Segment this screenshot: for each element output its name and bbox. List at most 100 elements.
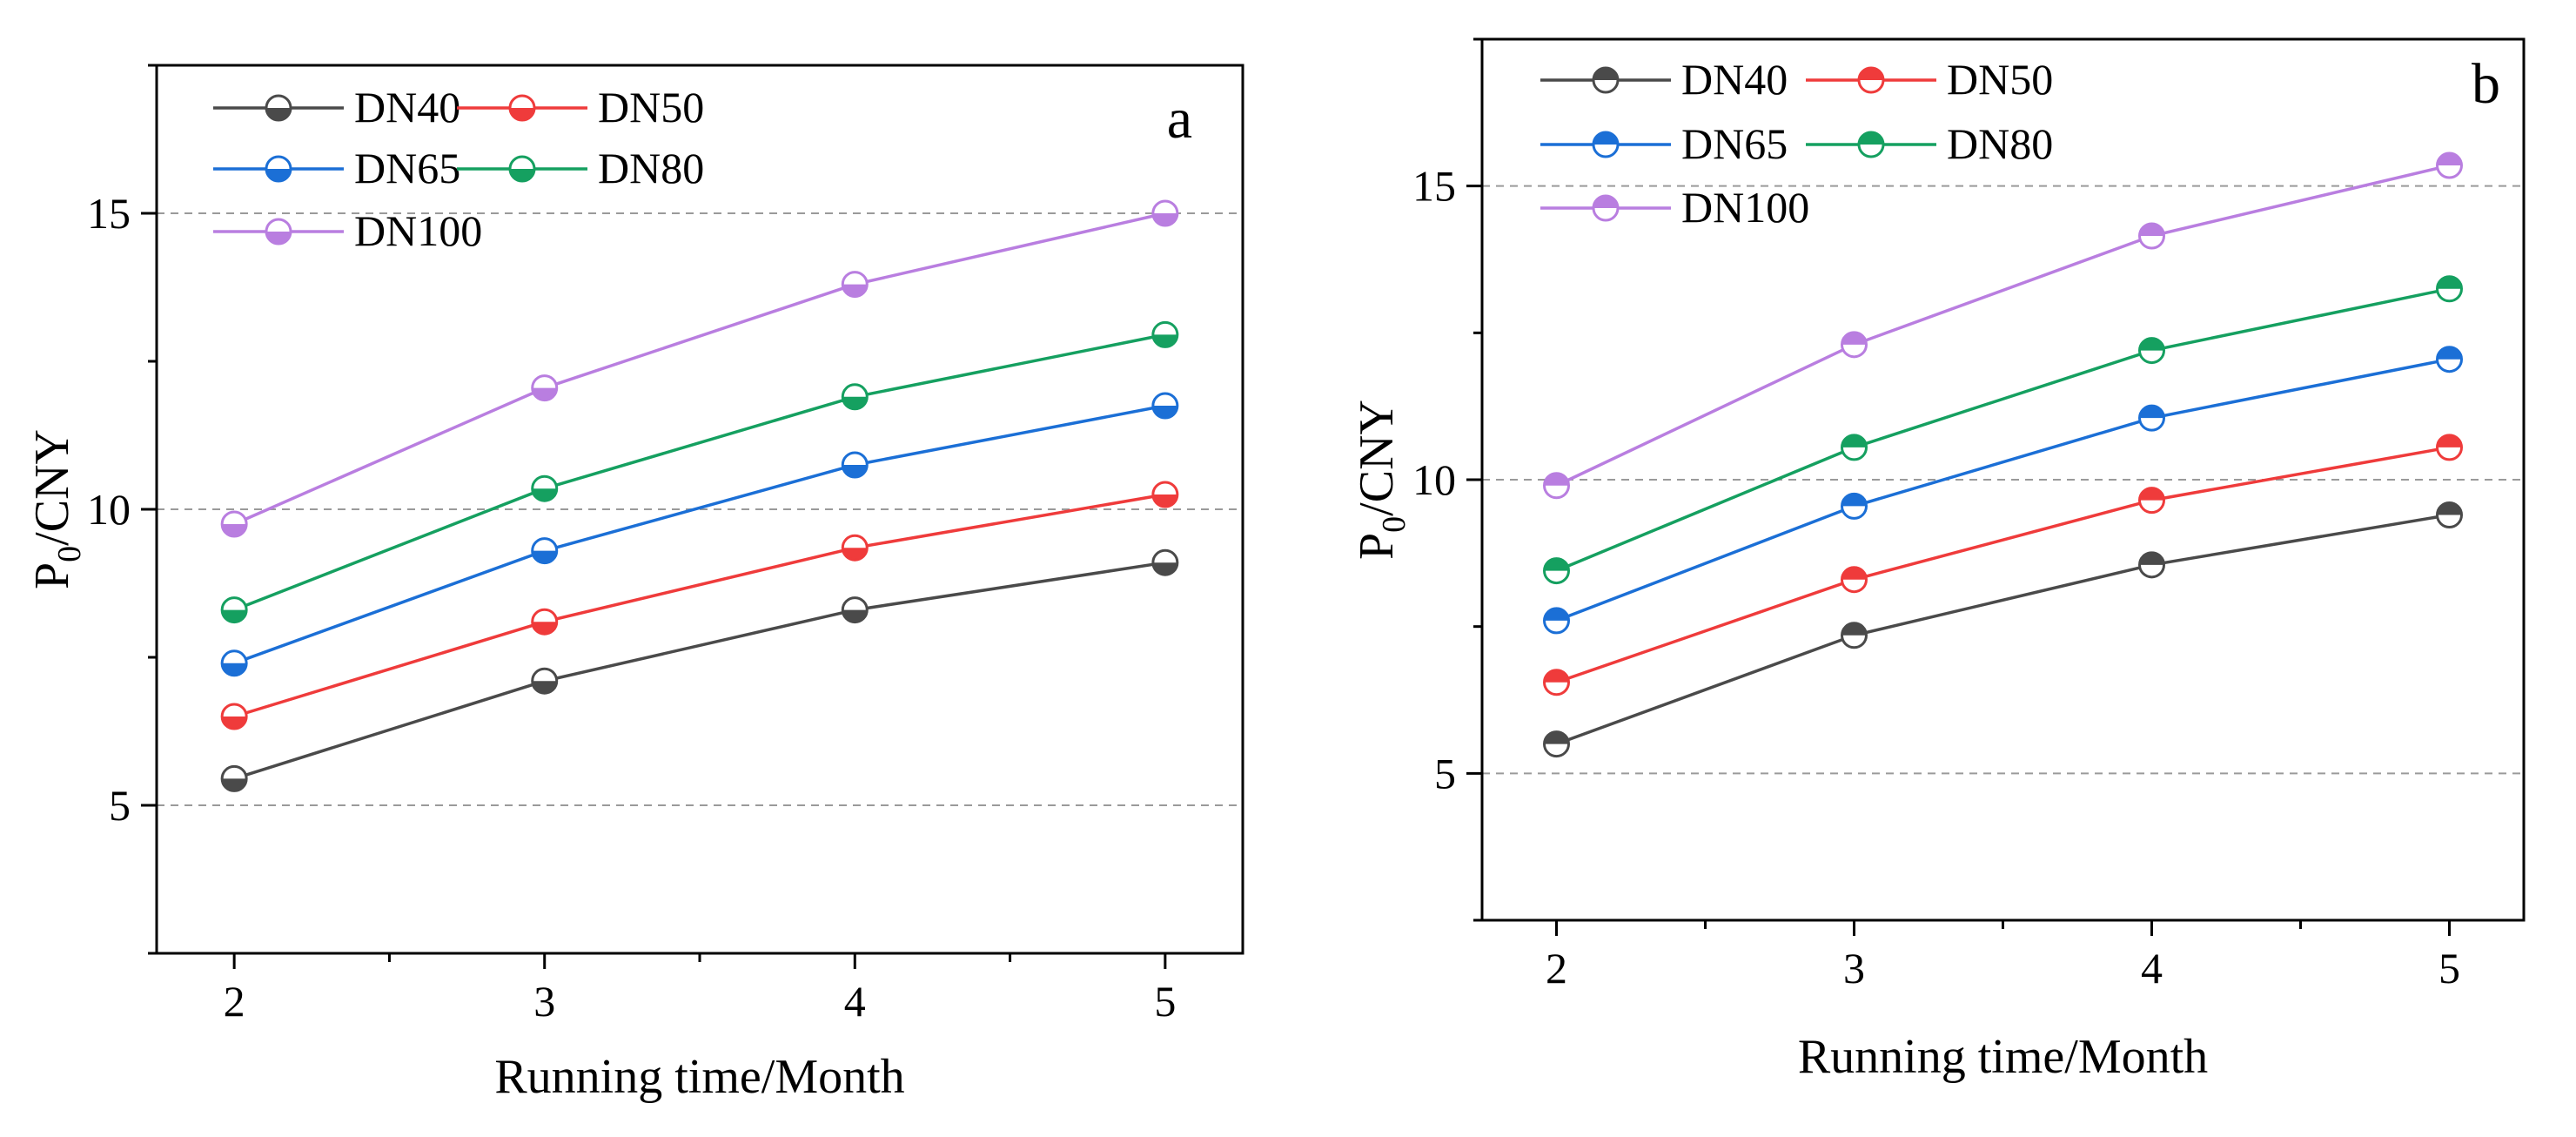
data-point-DN100	[1151, 199, 1179, 227]
legend-marker	[1592, 66, 1620, 94]
marker-outline	[1543, 730, 1570, 758]
marker-outline	[2436, 346, 2463, 373]
data-point-DN65	[2138, 404, 2165, 432]
legend-marker	[265, 94, 292, 122]
marker-outline	[220, 596, 248, 624]
legend-entry-DN40: DN40	[213, 83, 460, 131]
marker-outline	[841, 534, 869, 562]
x-tick-label: 4	[844, 977, 866, 1026]
data-point-DN80	[531, 474, 559, 502]
marker-outline	[1151, 320, 1179, 348]
marker-outline	[1543, 607, 1570, 635]
marker-outline	[2436, 434, 2463, 461]
legend-label: DN40	[1681, 55, 1788, 104]
data-point-DN80	[1151, 320, 1179, 348]
data-point-DN65	[531, 537, 559, 565]
marker-outline	[531, 537, 559, 565]
legend-marker	[508, 155, 536, 183]
chart-panel-a: 2 3 4 5 5 10 15 Running time/Month P0/CNY DN40 DN5…	[25, 64, 1244, 1104]
marker-outline	[1592, 131, 1620, 158]
series-DN65	[1543, 346, 2463, 635]
marker-outline	[2138, 404, 2165, 432]
data-point-DN50	[1841, 566, 1868, 594]
marker-outline	[508, 155, 536, 183]
series-line-DN50	[1555, 446, 2450, 684]
data-point-DN80	[220, 596, 248, 624]
data-point-DN40	[1543, 730, 1570, 758]
x-tick-label: 5	[2438, 944, 2460, 992]
data-point-DN65	[1543, 607, 1570, 635]
marker-outline	[1151, 548, 1179, 576]
marker-outline	[1592, 194, 1620, 222]
legend-label: DN65	[354, 144, 460, 192]
marker-outline	[265, 155, 292, 183]
legend-label: DN50	[598, 83, 704, 131]
data-point-DN100	[1543, 472, 1570, 500]
x-axis-title: Running time/Month	[494, 1050, 904, 1104]
y-axis-title-sub: 0	[51, 546, 88, 562]
x-axis-title: Running time/Month	[1798, 1030, 2208, 1084]
x-tick-label: 4	[2141, 944, 2163, 992]
data-point-DN40	[1151, 548, 1179, 576]
x-tick-label: 2	[224, 977, 245, 1026]
marker-outline	[1841, 566, 1868, 594]
series-line-DN40	[1555, 513, 2450, 746]
legend-marker	[1592, 131, 1620, 158]
legend-entry-DN65: DN65	[1540, 119, 1788, 168]
legend-label: DN65	[1681, 119, 1788, 168]
legend-entry-DN80: DN80	[457, 144, 704, 192]
legend-entry-DN100: DN100	[1540, 183, 1809, 232]
y-tick-label: 10	[87, 485, 131, 534]
data-point-DN100	[841, 271, 869, 299]
data-point-DN50	[841, 534, 869, 562]
legend-label: DN100	[1681, 183, 1809, 232]
data-point-DN80	[1841, 434, 1868, 461]
y-tick-label: 15	[1412, 162, 1456, 211]
series-DN50	[220, 481, 1179, 730]
series-DN80	[220, 320, 1179, 624]
marker-outline	[1543, 472, 1570, 500]
legend-entry-DN40: DN40	[1540, 55, 1788, 104]
legend-label: DN40	[354, 83, 460, 131]
marker-outline	[841, 451, 869, 479]
data-point-DN100	[220, 510, 248, 538]
legend-marker	[1857, 66, 1885, 94]
chart-panel-b: 2 3 4 5 5 10 15 Running time/Month P0/CNY DN40 DN5…	[1350, 37, 2526, 1084]
marker-outline	[531, 374, 559, 402]
series-line-DN80	[233, 333, 1166, 612]
data-point-DN65	[841, 451, 869, 479]
legend-label: DN80	[1947, 119, 2053, 168]
legend-marker	[1592, 194, 1620, 222]
data-point-DN50	[2436, 434, 2463, 461]
legend-entry-DN50: DN50	[1806, 55, 2053, 104]
marker-outline	[220, 510, 248, 538]
marker-outline	[531, 474, 559, 502]
marker-outline	[1151, 392, 1179, 420]
data-point-DN100	[531, 374, 559, 402]
y-tick-label: 5	[1434, 749, 1456, 797]
y-axis-title-main: P	[25, 562, 79, 589]
marker-outline	[2138, 551, 2165, 579]
marker-outline	[2436, 151, 2463, 179]
legend-label: DN80	[598, 144, 704, 192]
marker-outline	[1841, 331, 1868, 359]
marker-outline	[1151, 481, 1179, 508]
marker-outline	[1543, 557, 1570, 585]
legend-entry-DN100: DN100	[213, 206, 482, 255]
x-tick-label: 5	[1154, 977, 1176, 1026]
legend-marker	[265, 218, 292, 246]
marker-outline	[508, 94, 536, 122]
data-point-DN40	[2138, 551, 2165, 579]
data-point-DN40	[531, 667, 559, 695]
series-line-DN40	[233, 561, 1166, 781]
panel-label: a	[1167, 87, 1192, 151]
marker-outline	[1857, 131, 1885, 158]
series-DN50	[1543, 434, 2463, 696]
panel-label: b	[2472, 52, 2500, 116]
y-axis-title: P0/CNY	[25, 429, 88, 589]
series-line-DN65	[233, 404, 1166, 665]
marker-outline	[265, 218, 292, 246]
legend-label: DN50	[1947, 55, 2053, 104]
legend-entry-DN65: DN65	[213, 144, 460, 192]
y-axis-title: P0/CNY	[1350, 400, 1412, 560]
